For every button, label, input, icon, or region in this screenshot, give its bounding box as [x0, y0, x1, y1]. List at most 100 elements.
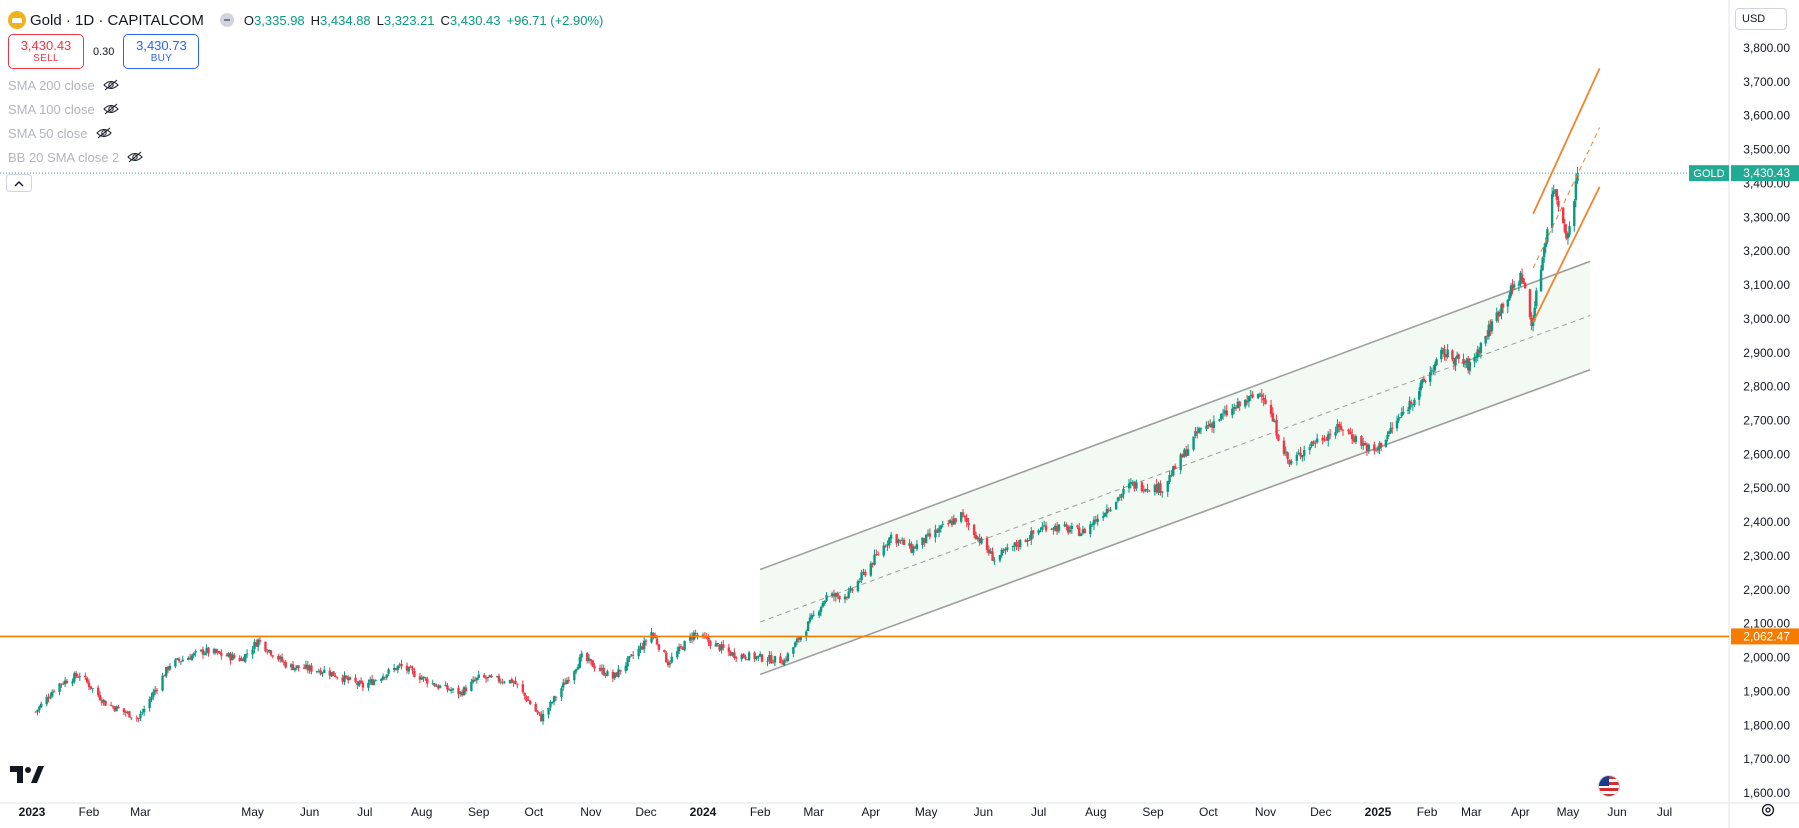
candle-body [794, 642, 797, 648]
candle-body [864, 571, 867, 576]
candle-body [821, 602, 825, 607]
sell-button[interactable]: 3,430.43 SELL [8, 34, 84, 69]
us-flag-icon[interactable] [1598, 775, 1620, 797]
time-axis-label: Oct [525, 805, 544, 819]
market-status-icon[interactable] [219, 13, 234, 27]
candle-body [392, 667, 396, 670]
candle-body [1044, 525, 1048, 531]
candle-body [899, 540, 902, 542]
time-axis[interactable]: 2023 Feb Mar May Jun Jul Aug Sep Oct Nov Dec 2024 Fe… [19, 805, 1673, 819]
indicator-sma-200[interactable]: SMA 200 close [8, 77, 119, 93]
candle-body [319, 670, 322, 675]
eye-hidden-icon[interactable] [127, 151, 143, 163]
candle-body [1363, 442, 1367, 446]
candle-body [155, 690, 159, 691]
candle-body [1146, 489, 1149, 490]
time-axis-label: Sep [468, 805, 490, 819]
candle-body [1457, 354, 1460, 359]
indicator-bb-20[interactable]: BB 20 SMA close 2 [8, 149, 143, 165]
candle-body [277, 655, 280, 660]
price-axis[interactable]: 3,800.003,700.003,600.003,500.003,400.00… [1743, 41, 1790, 800]
candle-body [889, 534, 893, 539]
candle-body [1467, 358, 1470, 371]
tradingview-logo[interactable] [10, 766, 44, 789]
candle-body [921, 537, 924, 545]
candle-body [271, 655, 275, 657]
candle-body [1199, 428, 1203, 430]
candle-body [954, 518, 957, 523]
candle-body [847, 591, 850, 598]
candle-body [62, 683, 65, 685]
candle-body [1179, 454, 1182, 471]
symbol-title[interactable]: Gold · 1D · CAPITALCOM [30, 11, 204, 29]
candle-body [358, 681, 361, 686]
indicator-label: BB 20 SMA close 2 [8, 149, 120, 165]
candle-body [1325, 439, 1328, 441]
candle-body [1441, 348, 1445, 350]
candle-body [1327, 434, 1330, 441]
eye-hidden-icon[interactable] [103, 103, 119, 115]
indicator-sma-100[interactable]: SMA 100 close [8, 101, 119, 117]
candle-body [514, 680, 517, 684]
candle-body [1299, 452, 1302, 457]
candle-body [266, 651, 269, 653]
candle-body [611, 671, 615, 679]
currency-select[interactable]: USD [1735, 8, 1787, 30]
candle-body [679, 646, 683, 647]
candle-body [255, 642, 258, 647]
candle-body [897, 539, 900, 543]
buy-button[interactable]: 3,430.73 BUY [123, 34, 200, 69]
candle-body [166, 666, 170, 671]
buy-price: 3,430.73 [136, 38, 187, 53]
candle-body [1225, 410, 1228, 416]
candle-body [1109, 509, 1112, 511]
candle-body [187, 657, 190, 661]
candle-body [536, 710, 539, 713]
candle-body [1052, 528, 1055, 530]
candle-body [676, 651, 679, 658]
candle-body [1379, 443, 1383, 448]
eye-hidden-icon[interactable] [103, 79, 119, 91]
candle-body [593, 666, 596, 669]
candle-body [832, 593, 836, 597]
candle-body [91, 688, 94, 690]
time-axis-label: Nov [580, 805, 601, 819]
candle-body [1102, 516, 1105, 518]
candle-body [677, 646, 681, 652]
candle-body [1402, 411, 1405, 414]
collapse-legend-button[interactable] [6, 174, 32, 192]
candle-body [993, 560, 996, 562]
candle-body [1196, 431, 1199, 434]
candle-body [1301, 454, 1304, 458]
candle-body [1476, 349, 1479, 358]
candle-body [1386, 434, 1389, 439]
candle-body [562, 682, 565, 688]
candle-body [475, 677, 479, 681]
orange-parallel-channel[interactable] [1532, 67, 1601, 323]
settings-gear-icon[interactable] [1760, 802, 1776, 823]
candle-body [229, 653, 232, 661]
candle-body [771, 662, 775, 664]
candle-body [1107, 509, 1110, 511]
candle-body [1424, 380, 1427, 382]
eye-hidden-icon[interactable] [95, 127, 112, 139]
indicator-sma-50[interactable]: SMA 50 close [8, 125, 112, 141]
candle-body [1430, 370, 1434, 372]
candle-body [985, 537, 989, 550]
candle-body [1452, 360, 1456, 364]
candle-body [1524, 282, 1527, 289]
candle-body [1336, 423, 1339, 433]
candle-body [89, 686, 93, 689]
candle-body [245, 653, 249, 655]
candle-body [617, 669, 620, 678]
candle-body [663, 650, 666, 653]
candle-body [418, 676, 422, 680]
candle-body [1288, 460, 1291, 465]
candle-body [1092, 519, 1096, 526]
candle-body [1352, 438, 1356, 442]
candle-body [1028, 539, 1031, 541]
candle-body [1539, 269, 1543, 291]
candle-body [860, 572, 863, 581]
candle-body [499, 681, 502, 683]
